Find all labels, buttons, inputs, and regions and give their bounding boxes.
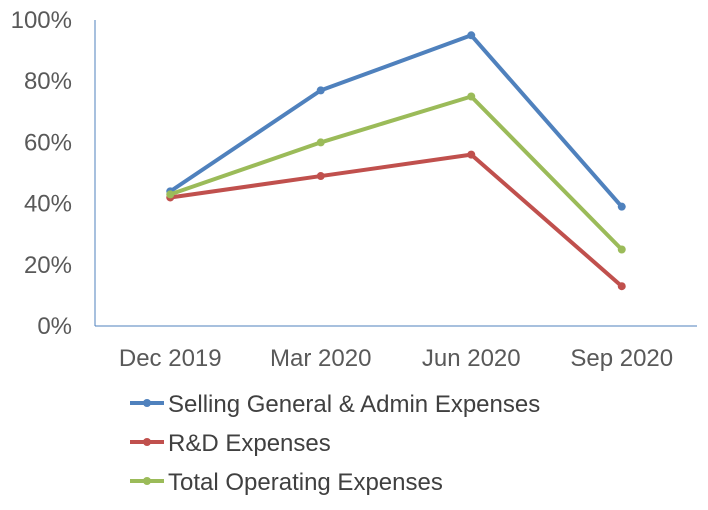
y-tick-label: 80% [24, 68, 72, 95]
data-point [467, 31, 476, 40]
legend-marker-2 [143, 438, 151, 446]
y-tick-label: 40% [24, 191, 72, 218]
data-point [316, 138, 325, 147]
series-line-3 [168, 94, 624, 252]
legend-marker-3 [143, 477, 151, 485]
data-point [316, 86, 325, 95]
data-point [467, 92, 476, 101]
y-tick-label: 0% [37, 313, 72, 340]
data-point [617, 245, 626, 254]
x-tick-label: Dec 2019 [119, 345, 222, 372]
legend-marker-1 [143, 399, 151, 407]
x-tick-label: Jun 2020 [422, 345, 521, 372]
y-tick-label: 20% [24, 252, 72, 279]
y-tick-label: 100% [11, 7, 72, 34]
data-point [467, 150, 476, 159]
series-line-1 [168, 33, 624, 209]
data-point [617, 282, 626, 291]
legend-label-3: Total Operating Expenses [168, 469, 443, 496]
legend-label-1: Selling General & Admin Expenses [168, 391, 540, 418]
y-tick-label: 60% [24, 129, 72, 156]
series-line-2 [168, 152, 624, 289]
data-point [316, 172, 325, 181]
data-point [617, 202, 626, 211]
x-tick-label: Sep 2020 [570, 345, 673, 372]
legend-label-2: R&D Expenses [168, 430, 331, 457]
data-point [166, 190, 175, 199]
x-tick-label: Mar 2020 [270, 345, 371, 372]
